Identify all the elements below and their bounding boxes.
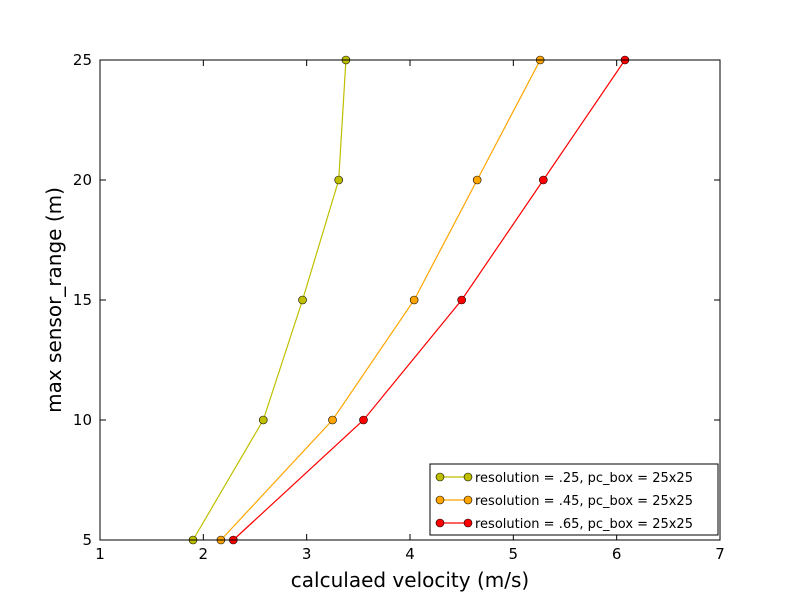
- legend-marker: [463, 472, 473, 482]
- legend-label: resolution = .65, pc_box = 25x25: [475, 517, 693, 532]
- y-tick-label: 20: [73, 171, 92, 189]
- axis-ticks: 1 2 3 4 5 6 7 5 10 15 20 25: [73, 51, 725, 563]
- legend-marker: [435, 472, 445, 482]
- y-tick-label: 15: [73, 291, 92, 309]
- y-tick-label: 25: [73, 51, 92, 69]
- data-point: [359, 415, 368, 425]
- legend-item: resolution = .45, pc_box = 25x25: [435, 494, 693, 509]
- legend-box: [429, 463, 719, 536]
- legend-marker: [435, 518, 445, 528]
- y-tick-label: 5: [82, 531, 92, 549]
- data-point: [409, 295, 419, 305]
- legend-label: resolution = .25, pc_box = 25x25: [475, 471, 693, 486]
- data-point: [457, 295, 466, 305]
- data-point: [298, 295, 307, 305]
- legend-marker: [463, 518, 473, 528]
- x-tick-label: 5: [509, 545, 519, 563]
- data-point: [258, 415, 268, 425]
- data-point: [334, 175, 344, 185]
- data-point: [538, 175, 548, 185]
- data-point: [472, 175, 482, 185]
- legend-item: resolution = .65, pc_box = 25x25: [435, 517, 693, 532]
- y-axis-label: max sensor_range (m): [42, 187, 66, 413]
- legend-item: resolution = .25, pc_box = 25x25: [435, 471, 693, 486]
- x-axis-label: calculaed velocity (m/s): [291, 568, 529, 592]
- x-tick-label: 1: [95, 545, 105, 563]
- x-tick-label: 7: [715, 545, 725, 563]
- legend: resolution = .25, pc_box = 25x25 resoluti…: [429, 463, 719, 536]
- x-tick-label: 3: [302, 545, 312, 563]
- x-tick-label: 4: [405, 545, 415, 563]
- legend-marker: [463, 495, 473, 505]
- data-point: [328, 415, 337, 425]
- series-2: [216, 55, 545, 545]
- legend-marker: [435, 495, 445, 505]
- x-tick-label: 2: [199, 545, 209, 563]
- legend-label: resolution = .45, pc_box = 25x25: [475, 494, 693, 509]
- series-layer: [188, 55, 630, 545]
- y-tick-label: 10: [73, 411, 92, 429]
- x-tick-label: 6: [612, 545, 622, 563]
- series-1: [188, 55, 351, 545]
